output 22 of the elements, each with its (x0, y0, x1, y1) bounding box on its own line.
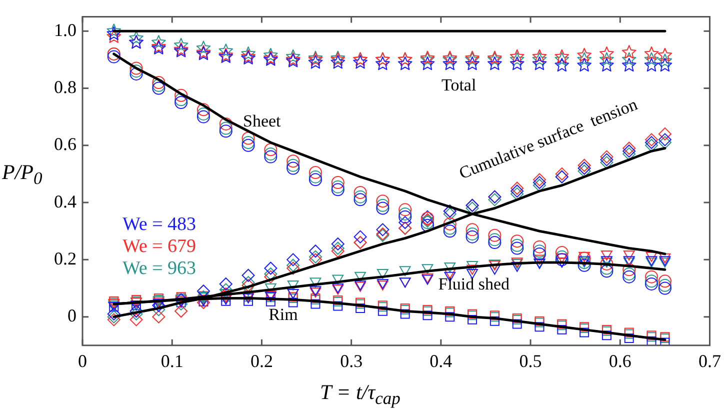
x-tick-label: 0.7 (698, 350, 721, 371)
y-tick-label: 0.2 (54, 248, 76, 268)
x-tick-label: 0.2 (250, 350, 273, 371)
annotation: Total (442, 75, 476, 94)
y-tick-label: 0.4 (54, 191, 76, 212)
text: We = 963 (122, 258, 196, 279)
text: We = 483 (122, 214, 196, 235)
annotation: Rim (268, 304, 298, 324)
annotation: Sheet (243, 111, 282, 130)
y-axis-title: P/P$_{0}$ (2, 160, 42, 190)
y-tick-label: 0 (68, 306, 76, 326)
x-tick-label: 0.5 (519, 350, 542, 371)
x-tick-label: 0.6 (608, 350, 632, 371)
x-axis-title: T = t/τ$_{cap}$ (320, 380, 400, 410)
annotation: Fluid shed (438, 274, 510, 294)
x-tick-label: 0.3 (340, 350, 363, 371)
x-tick-label: 0.1 (160, 350, 184, 371)
y-tick-label: 0.8 (54, 76, 76, 97)
x-tick-label: 0.4 (430, 350, 452, 371)
y-tick-label: 1.0 (54, 20, 76, 40)
text: We = 679 (122, 236, 196, 257)
y-tick-label: 0.6 (54, 134, 76, 154)
